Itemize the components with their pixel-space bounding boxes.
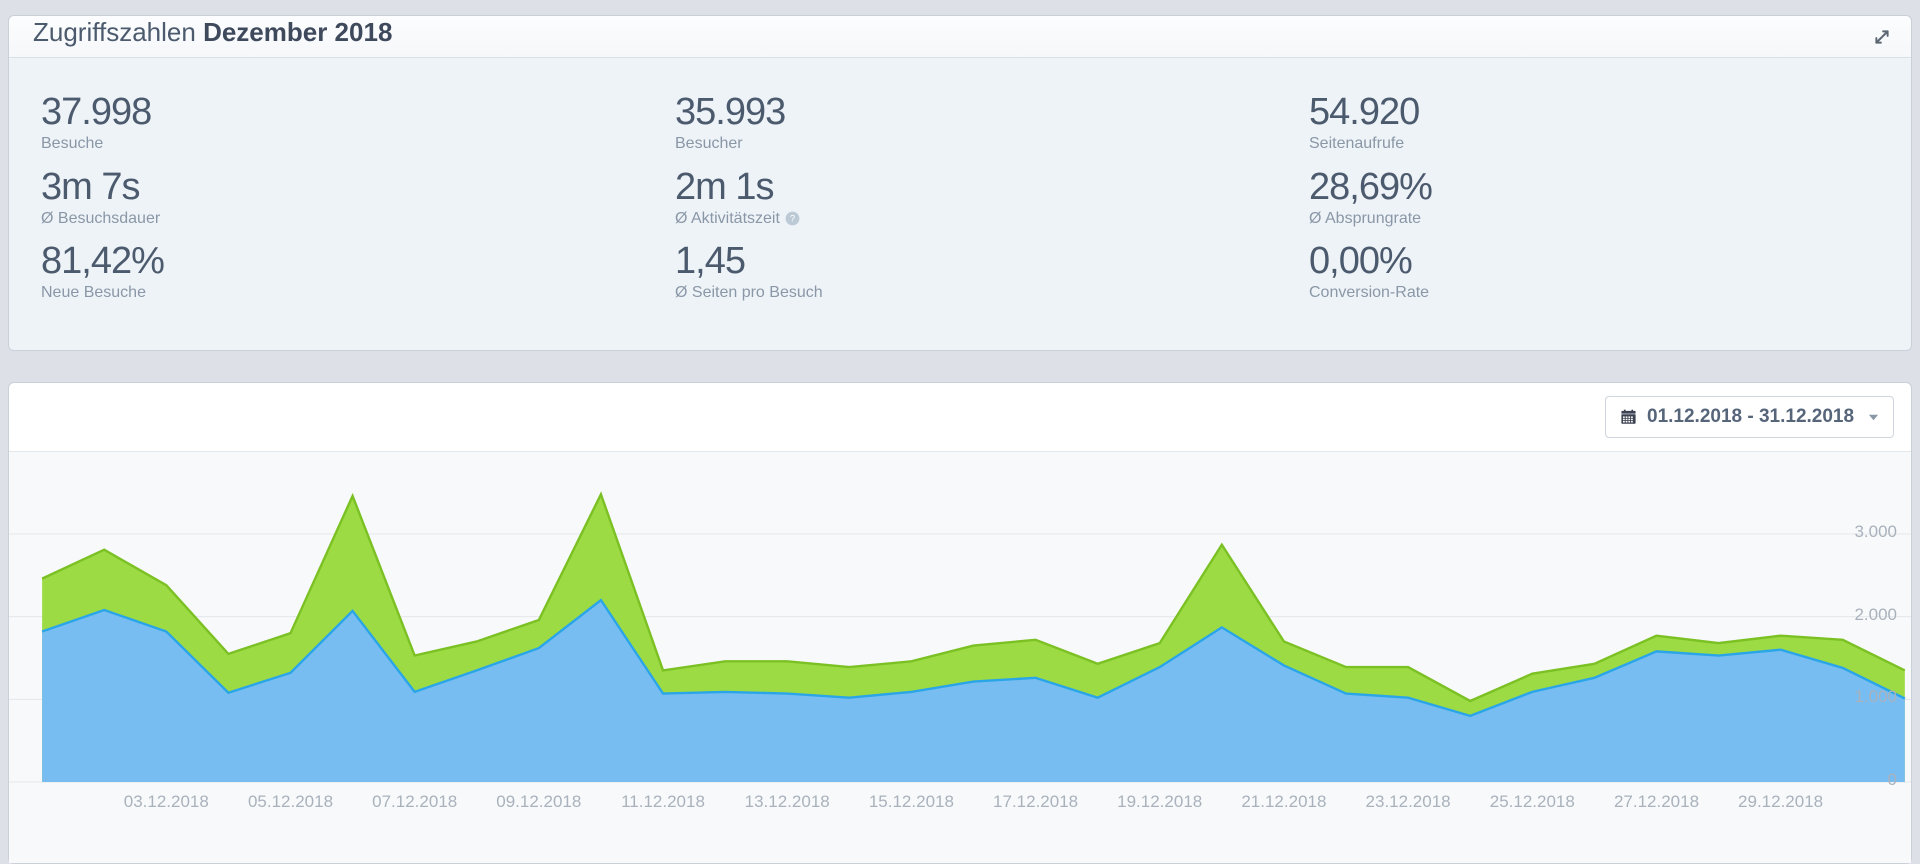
svg-text:?: ? <box>790 214 795 224</box>
